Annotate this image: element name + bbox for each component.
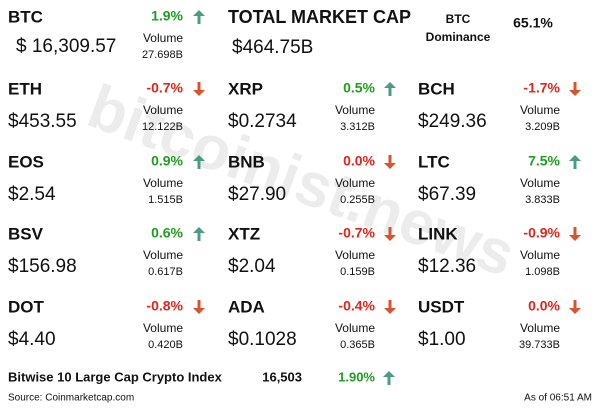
dominance-label: Dominance <box>426 30 491 44</box>
coin-change: -0.7% <box>146 80 183 96</box>
coin-symbol: BTC <box>8 7 43 26</box>
coin-symbol: BCH <box>418 79 455 98</box>
trend-arrow-head <box>569 308 581 314</box>
trend-arrow-head <box>193 155 205 161</box>
source: Source: Coinmarketcap.com <box>8 393 134 404</box>
volume-label: Volume <box>335 103 375 117</box>
trend-arrow-head <box>383 371 395 377</box>
trend-arrow-head <box>193 10 205 16</box>
volume-label: Volume <box>335 248 375 262</box>
coin-symbol: XRP <box>228 79 263 98</box>
volume-value: 39.733B <box>519 339 560 351</box>
coin-change: -0.4% <box>338 298 375 314</box>
volume-label: Volume <box>143 321 183 335</box>
coin-change: 1.9% <box>151 8 183 24</box>
market-value: $464.75B <box>232 37 313 58</box>
volume-label: Volume <box>520 321 560 335</box>
index-name: Bitwise 10 Large Cap Crypto Index <box>8 369 223 384</box>
coin-symbol: BNB <box>228 152 265 171</box>
dominance-label: BTC <box>446 12 471 26</box>
volume-label: Volume <box>520 103 560 117</box>
volume-value: 3.209B <box>525 121 560 133</box>
index-value: 16,503 <box>262 369 302 384</box>
trend-arrow-head <box>193 90 205 96</box>
coin-symbol: EOS <box>8 152 44 171</box>
coin-price: $156.98 <box>8 256 77 277</box>
coin-symbol: XTZ <box>228 224 260 243</box>
coin-symbol: DOT <box>8 297 45 316</box>
coin-symbol: ADA <box>228 297 265 316</box>
market-title: TOTAL MARKET CAP <box>228 7 411 27</box>
index-change: 1.90% <box>338 369 375 384</box>
coin-change: -1.7% <box>523 80 560 96</box>
volume-value: 1.098B <box>525 266 560 278</box>
coin-price: $ 16,309.57 <box>16 36 116 57</box>
volume-label: Volume <box>143 248 183 262</box>
volume-value: 3.833B <box>525 194 560 206</box>
coin-change: 0.5% <box>343 80 375 96</box>
coin-symbol: ETH <box>8 79 42 98</box>
trend-arrow-head <box>384 163 396 169</box>
coin-change: -0.9% <box>523 225 560 241</box>
volume-label: Volume <box>520 248 560 262</box>
volume-value: 0.255B <box>340 194 375 206</box>
coin-symbol: BSV <box>8 224 44 243</box>
coin-price: $1.00 <box>418 329 466 350</box>
coin-price: $453.55 <box>8 111 77 132</box>
volume-value: 12.122B <box>142 121 183 133</box>
trend-arrow-head <box>384 235 396 241</box>
volume-label: Volume <box>335 321 375 335</box>
coin-change: 0.9% <box>151 153 183 169</box>
coin-price: $249.36 <box>418 111 487 132</box>
coin-change: 0.0% <box>528 298 560 314</box>
coin-price: $0.1028 <box>228 329 297 350</box>
volume-label: Volume <box>143 31 183 45</box>
volume-value: 27.698B <box>142 49 183 61</box>
trend-arrow-head <box>569 155 581 161</box>
trend-arrow-head <box>569 235 581 241</box>
trend-arrow-head <box>384 308 396 314</box>
coin-symbol: USDT <box>418 297 465 316</box>
coin-change: 0.0% <box>343 153 375 169</box>
coin-price: $2.04 <box>228 256 276 277</box>
coin-change: 0.6% <box>151 225 183 241</box>
volume-value: 3.312B <box>340 121 375 133</box>
coin-change: -0.8% <box>146 298 183 314</box>
coin-price: $2.54 <box>8 184 56 205</box>
coin-symbol: LINK <box>418 224 458 243</box>
volume-value: 0.420B <box>148 339 183 351</box>
timestamp: As of 06:51 AM <box>524 393 592 404</box>
trend-arrow-head <box>193 227 205 233</box>
volume-label: Volume <box>143 103 183 117</box>
volume-label: Volume <box>335 176 375 190</box>
volume-value: 0.617B <box>148 266 183 278</box>
trend-arrow-head <box>569 90 581 96</box>
volume-label: Volume <box>143 176 183 190</box>
coin-price: $67.39 <box>418 184 476 205</box>
trend-arrow-head <box>193 308 205 314</box>
volume-value: 0.159B <box>340 266 375 278</box>
volume-value: 1.515B <box>148 194 183 206</box>
volume-label: Volume <box>520 176 560 190</box>
coin-change: -0.7% <box>338 225 375 241</box>
dominance-value: 65.1% <box>513 15 553 31</box>
trend-arrow-head <box>384 82 396 88</box>
coin-change: 7.5% <box>528 153 560 169</box>
coin-price: $27.90 <box>228 184 286 205</box>
coin-price: $12.36 <box>418 256 476 277</box>
coin-symbol: LTC <box>418 152 450 171</box>
coin-price: $4.40 <box>8 329 56 350</box>
coin-price: $0.2734 <box>228 111 297 132</box>
volume-value: 0.365B <box>340 339 375 351</box>
